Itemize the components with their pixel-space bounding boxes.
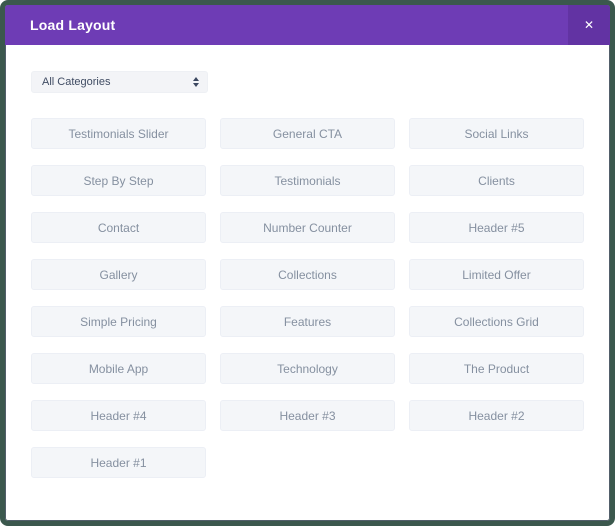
layout-grid: Testimonials Slider General CTA Social Lin… [31, 118, 584, 478]
layout-button[interactable]: Contact [31, 212, 206, 243]
layout-button[interactable]: Technology [220, 353, 395, 384]
layout-button[interactable]: Gallery [31, 259, 206, 290]
layout-button[interactable]: Features [220, 306, 395, 337]
layout-button[interactable]: Clients [409, 165, 584, 196]
layout-button[interactable]: Mobile App [31, 353, 206, 384]
close-icon: ✕ [583, 18, 595, 32]
layout-button[interactable]: Testimonials [220, 165, 395, 196]
close-button[interactable]: ✕ [568, 5, 610, 45]
layout-button[interactable]: The Product [409, 353, 584, 384]
layout-button[interactable]: Social Links [409, 118, 584, 149]
arrow-down-icon [193, 83, 199, 87]
layout-button[interactable]: Limited Offer [409, 259, 584, 290]
layout-button[interactable]: Header #2 [409, 400, 584, 431]
layout-button[interactable]: Testimonials Slider [31, 118, 206, 149]
modal-content: All Categories Testimonials Slider Genera… [5, 45, 610, 478]
layout-button[interactable]: Collections [220, 259, 395, 290]
select-up-down-arrows-icon [193, 77, 199, 87]
category-select[interactable]: All Categories [31, 71, 208, 93]
layout-button[interactable]: Collections Grid [409, 306, 584, 337]
modal-title: Load Layout [30, 17, 116, 33]
layout-button[interactable]: Header #1 [31, 447, 206, 478]
category-select-value: All Categories [42, 76, 111, 88]
layout-button[interactable]: Header #3 [220, 400, 395, 431]
layout-button[interactable]: Step By Step [31, 165, 206, 196]
modal-header: Load Layout ✕ [5, 5, 610, 45]
layout-button[interactable]: Header #4 [31, 400, 206, 431]
layout-button[interactable]: Header #5 [409, 212, 584, 243]
arrow-up-icon [193, 77, 199, 81]
layout-button[interactable]: Simple Pricing [31, 306, 206, 337]
layout-button[interactable]: General CTA [220, 118, 395, 149]
layout-button[interactable]: Number Counter [220, 212, 395, 243]
